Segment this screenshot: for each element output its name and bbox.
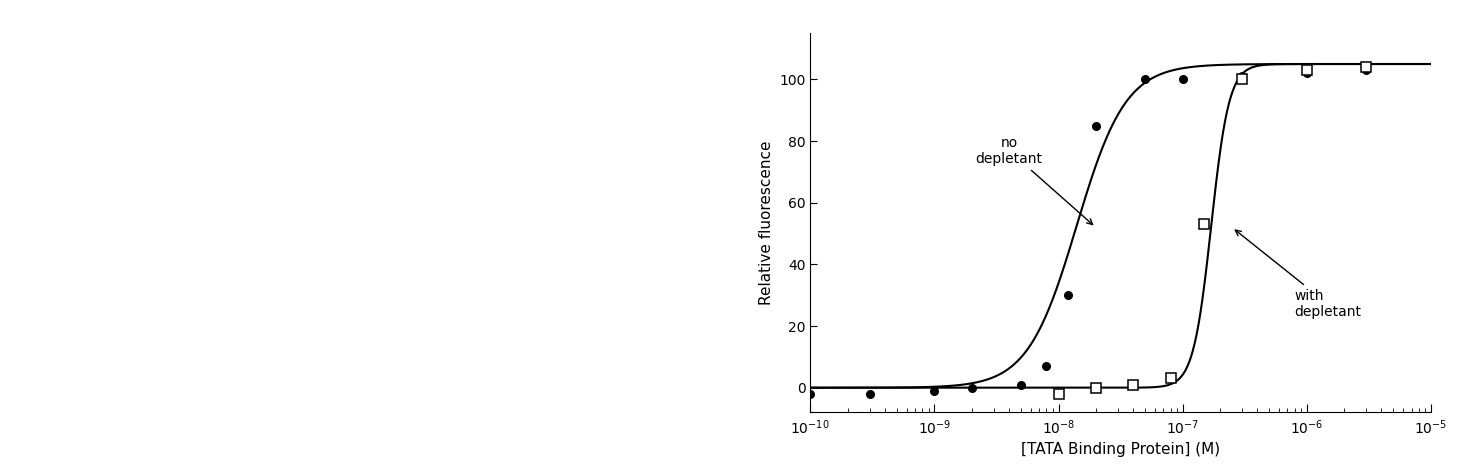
X-axis label: [TATA Binding Protein] (M): [TATA Binding Protein] (M) bbox=[1021, 442, 1221, 457]
Text: with
depletant: with depletant bbox=[1235, 230, 1362, 319]
Y-axis label: Relative fluorescence: Relative fluorescence bbox=[759, 140, 774, 305]
Text: no
depletant: no depletant bbox=[975, 136, 1092, 225]
